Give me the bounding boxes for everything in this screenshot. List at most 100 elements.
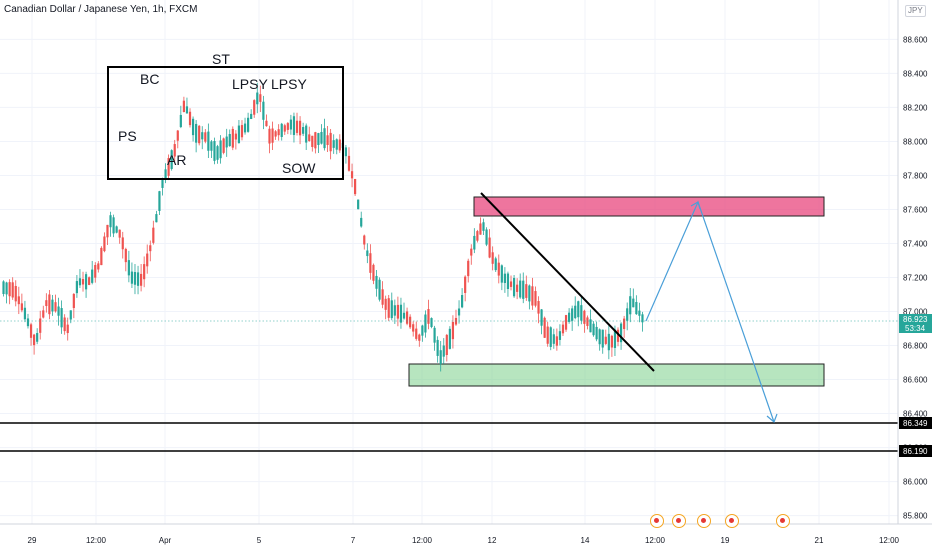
candle-body: [91, 269, 94, 283]
candle-body: [109, 215, 112, 228]
candle-body: [176, 130, 179, 141]
candle-body: [143, 264, 146, 280]
candle-body: [118, 229, 121, 238]
candle-body: [335, 139, 338, 150]
annotation-lpsy-1: LPSY: [232, 76, 268, 92]
candle-body: [387, 298, 390, 318]
event-flag-group-4[interactable]: [697, 514, 711, 528]
candle-body: [516, 284, 519, 292]
demand-zone: [408, 363, 825, 387]
candle-body: [45, 300, 48, 307]
candle-body: [451, 321, 455, 340]
level-86190-label: 86.190: [903, 447, 928, 456]
candle-body: [115, 226, 118, 233]
last-price-label: 86.923: [903, 315, 928, 324]
candle-body: [14, 285, 17, 302]
candle-body: [88, 277, 91, 285]
y-tick-label: 86.400: [903, 410, 928, 419]
candle-body: [424, 314, 427, 333]
y-tick-label: 86.800: [903, 342, 928, 351]
japan-flag-icon: [780, 518, 785, 523]
candle-body: [549, 327, 552, 347]
candle-body: [357, 199, 360, 210]
candle-body: [488, 237, 491, 258]
y-tick-label: 87.800: [903, 171, 928, 180]
candle-body: [491, 252, 494, 264]
candle-body: [133, 272, 137, 285]
candle-body: [253, 100, 256, 115]
flag-icon: [676, 518, 681, 523]
event-flag-group-2[interactable]: [672, 514, 686, 528]
flag-icon: [701, 518, 706, 523]
candle-body: [589, 319, 592, 333]
candle-body: [610, 335, 613, 348]
candle-body: [265, 120, 268, 127]
candle-body: [632, 298, 635, 308]
candle-body: [601, 329, 604, 348]
candle-body: [586, 317, 589, 326]
candles: [2, 82, 644, 372]
event-flag-japan[interactable]: [776, 514, 790, 528]
candle-body: [482, 222, 485, 231]
candle-body: [598, 329, 601, 345]
candle-body: [146, 253, 149, 267]
candle-body: [237, 125, 241, 144]
candle-body: [344, 147, 348, 157]
candle-body: [372, 264, 375, 281]
candle-body: [75, 281, 78, 294]
level-86190-tag: 86.190: [899, 445, 932, 457]
candle-body: [448, 328, 451, 349]
trendline: [480, 192, 655, 372]
candle-body: [36, 333, 39, 342]
candle-body: [378, 279, 381, 300]
candle-body: [525, 284, 528, 298]
candle-body: [445, 334, 448, 356]
candle-body: [571, 308, 574, 321]
candle-body: [540, 309, 543, 326]
candle-body: [381, 289, 384, 305]
candle-body: [185, 106, 189, 114]
candle-body: [66, 324, 69, 334]
candle-body: [369, 253, 372, 273]
candle-body: [188, 111, 192, 126]
candle-body: [286, 123, 289, 130]
candle-body: [412, 324, 415, 332]
candle-body: [534, 291, 537, 306]
candle-body: [332, 140, 335, 148]
candle-body: [638, 310, 641, 316]
candle-body: [476, 231, 479, 241]
event-flag-canada[interactable]: [650, 514, 664, 528]
candle-body: [136, 272, 140, 286]
candle-body: [497, 262, 500, 276]
candle-body: [338, 139, 341, 151]
candle-body: [149, 245, 152, 252]
candle-body: [629, 296, 632, 315]
candle-body: [240, 125, 244, 138]
y-tick-label: 87.400: [903, 239, 928, 248]
level-86349-tag: 86.349: [899, 417, 932, 429]
candle-body: [635, 301, 638, 315]
candle-body: [433, 327, 436, 343]
countdown-label: 53:34: [905, 324, 926, 333]
x-tick-label: Apr: [159, 536, 172, 545]
candle-body: [323, 128, 326, 149]
candle-body: [580, 305, 583, 321]
candle-body: [48, 294, 51, 315]
candle-body: [436, 339, 439, 356]
candle-body: [173, 144, 176, 157]
candle-body: [256, 92, 259, 105]
currency-badge[interactable]: JPY: [905, 5, 926, 17]
candle-body: [195, 123, 198, 143]
candle-body: [461, 295, 464, 308]
event-flag-group-3[interactable]: [725, 514, 739, 528]
candle-body: [182, 100, 185, 113]
candle-body: [329, 132, 332, 152]
annotation-ar: AR: [167, 152, 186, 168]
candle-body: [201, 132, 204, 140]
candle-body: [234, 133, 237, 140]
y-tick-label: 88.400: [903, 69, 928, 78]
symbol-title[interactable]: Canadian Dollar / Japanese Yen, 1h, FXCM: [4, 4, 198, 15]
candle-body: [457, 308, 461, 316]
